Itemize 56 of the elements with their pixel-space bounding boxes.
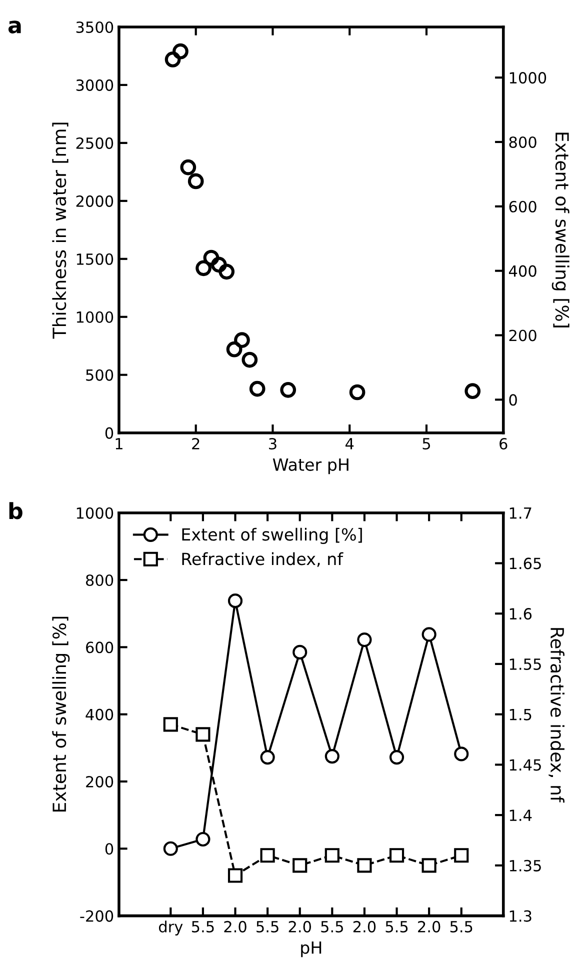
legend-label: Extent of swelling [%] [182, 528, 362, 544]
y-tick-label: 1500 [76, 253, 114, 265]
y-tick-label: 3500 [76, 21, 114, 34]
y2-tick-label: 1.45 [510, 759, 541, 771]
x-tick-label: 3 [269, 438, 276, 450]
x-tick-label: 2.0 [353, 920, 376, 932]
x-tick-label: 5.5 [386, 921, 408, 932]
y-tick-label: 800 [86, 574, 114, 586]
x-axis-title: pH [301, 942, 322, 958]
y-axis-title: Thickness in water [nm] [52, 122, 68, 339]
y2-tick-label: 800 [509, 136, 536, 148]
x-tick-label: dry [158, 920, 183, 936]
y-tick-label: 0 [105, 843, 114, 855]
text: b [9, 502, 22, 520]
x-tick-label: 6 [500, 438, 508, 450]
x-tick-label: 2.0 [288, 920, 311, 932]
y-tick-label: 2500 [76, 137, 114, 149]
y-tick-label: 400 [86, 708, 114, 720]
x-tick-label: 5.5 [450, 921, 472, 932]
x-tick-label: 1 [116, 438, 122, 450]
y2-tick-label: 200 [509, 330, 536, 342]
y-tick-label: 3000 [76, 79, 114, 91]
y2-axis-title: Refractive index, nf [548, 628, 564, 803]
x-tick-label: 5.5 [192, 921, 214, 932]
y-tick-label: 2000 [76, 195, 114, 207]
y-tick-label: 600 [86, 642, 114, 654]
y-tick-label: 1000 [76, 311, 114, 323]
y2-tick-label: 1.3 [510, 910, 532, 922]
y2-tick-label: 1.4 [510, 810, 532, 821]
x-axis-title: Water pH [272, 458, 348, 474]
y2-tick-label: 1.35 [510, 860, 541, 872]
x-tick-label: 5 [422, 438, 430, 450]
y-tick-label: 200 [86, 776, 114, 788]
x-tick-label: 2.0 [418, 920, 440, 932]
y-tick-label: 0 [105, 427, 114, 439]
x-tick-label: 5.5 [321, 921, 343, 932]
y2-tick-label: 1.65 [510, 558, 541, 570]
y2-tick-label: 1.55 [510, 658, 541, 670]
y2-tick-label: 600 [509, 200, 536, 212]
y-tick-label: 1000 [76, 507, 114, 519]
x-tick-label: 2.0 [224, 920, 246, 932]
x-tick-label: 4 [345, 438, 354, 450]
y2-axis-title: Extent of swelling [%] [552, 132, 570, 328]
x-tick-label: 2 [192, 438, 200, 450]
y-tick-label: 500 [86, 369, 114, 381]
y2-tick-label: 1.7 [510, 508, 532, 519]
x-tick-label: 5.5 [256, 921, 278, 932]
y2-tick-label: 0 [509, 394, 517, 406]
y2-tick-label: 400 [508, 265, 536, 277]
y-axis-title: Extent of swelling [%] [52, 616, 70, 812]
y2-tick-label: 1000 [510, 72, 546, 84]
y2-tick-label: 1.5 [510, 708, 532, 720]
text: a [8, 20, 21, 34]
y2-tick-label: 1.6 [510, 608, 532, 620]
y-tick-label: -200 [80, 910, 114, 922]
legend-label: Refractive index, nf [182, 552, 344, 567]
